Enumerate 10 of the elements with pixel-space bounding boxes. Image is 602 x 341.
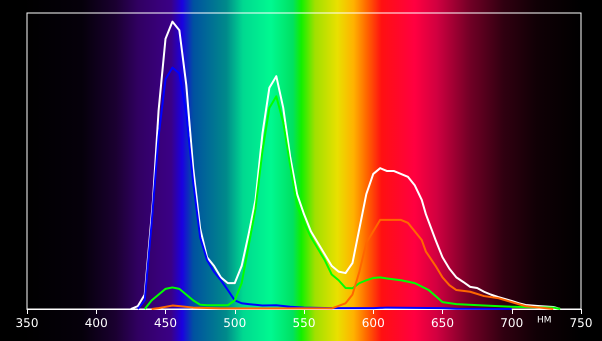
- x-tick-label: 500: [223, 316, 246, 330]
- x-tick-label: 550: [292, 316, 316, 330]
- x-tick-label: 700: [500, 316, 524, 330]
- x-tick-label: 450: [154, 316, 177, 330]
- x-tick-label: 400: [84, 316, 108, 330]
- x-axis-title: НМ: [537, 316, 552, 326]
- x-tick-label: 600: [362, 316, 385, 330]
- x-tick-label: 750: [570, 316, 592, 330]
- x-tick-label: 650: [431, 316, 454, 330]
- x-tick-label: 350: [16, 316, 38, 330]
